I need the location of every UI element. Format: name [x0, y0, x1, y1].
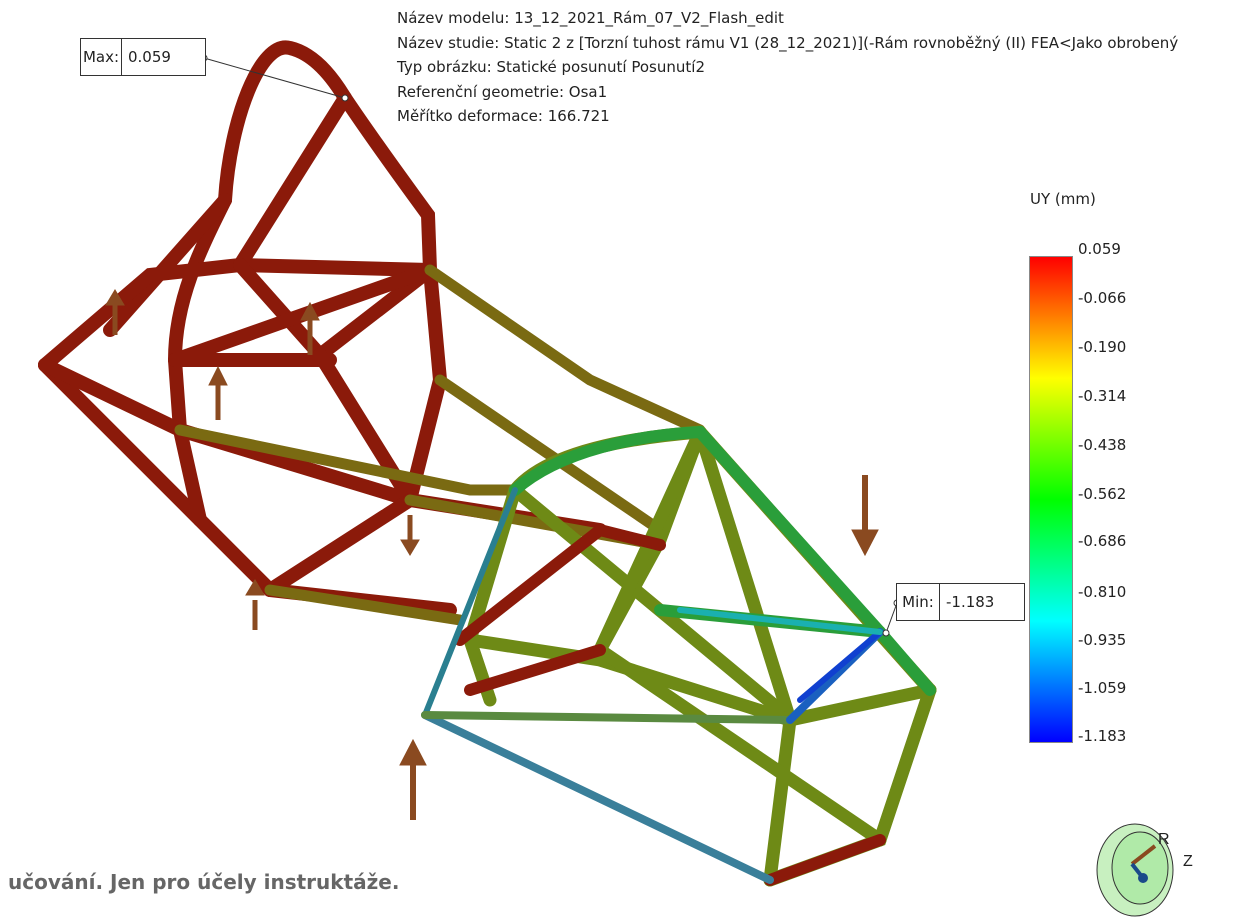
max-label: Max: — [81, 39, 122, 75]
legend-tick: -0.935 — [1078, 631, 1126, 649]
legend-tick: 0.059 — [1078, 240, 1121, 258]
max-point-marker — [342, 95, 348, 101]
legend-tick: -0.810 — [1078, 583, 1126, 601]
max-callout: Max: 0.059 — [80, 38, 206, 76]
orientation-triad[interactable]: R Z — [1080, 820, 1210, 919]
min-callout: Min: -1.183 — [896, 583, 1025, 621]
triad-axis-end — [1138, 873, 1148, 883]
legend-tick: -0.562 — [1078, 485, 1126, 503]
watermark-text: učování. Jen pro účely instruktáže. — [8, 870, 399, 894]
legend-tick: -0.686 — [1078, 532, 1126, 550]
legend-tick: -0.314 — [1078, 387, 1126, 405]
legend-tick: -0.066 — [1078, 289, 1126, 307]
legend-tick: -1.059 — [1078, 679, 1126, 697]
legend-tick: -1.183 — [1078, 727, 1126, 745]
legend-tick: -0.190 — [1078, 338, 1126, 356]
min-value: -1.183 — [940, 584, 1000, 620]
triad-r-label: R — [1158, 831, 1170, 848]
triad-z-label: Z — [1183, 853, 1193, 870]
min-label: Min: — [897, 584, 940, 620]
legend-tick: -0.438 — [1078, 436, 1126, 454]
color-scale-bar — [1029, 256, 1073, 743]
legend-title: UY (mm) — [1030, 190, 1096, 208]
max-value: 0.059 — [122, 39, 177, 75]
min-point-marker — [883, 630, 889, 636]
